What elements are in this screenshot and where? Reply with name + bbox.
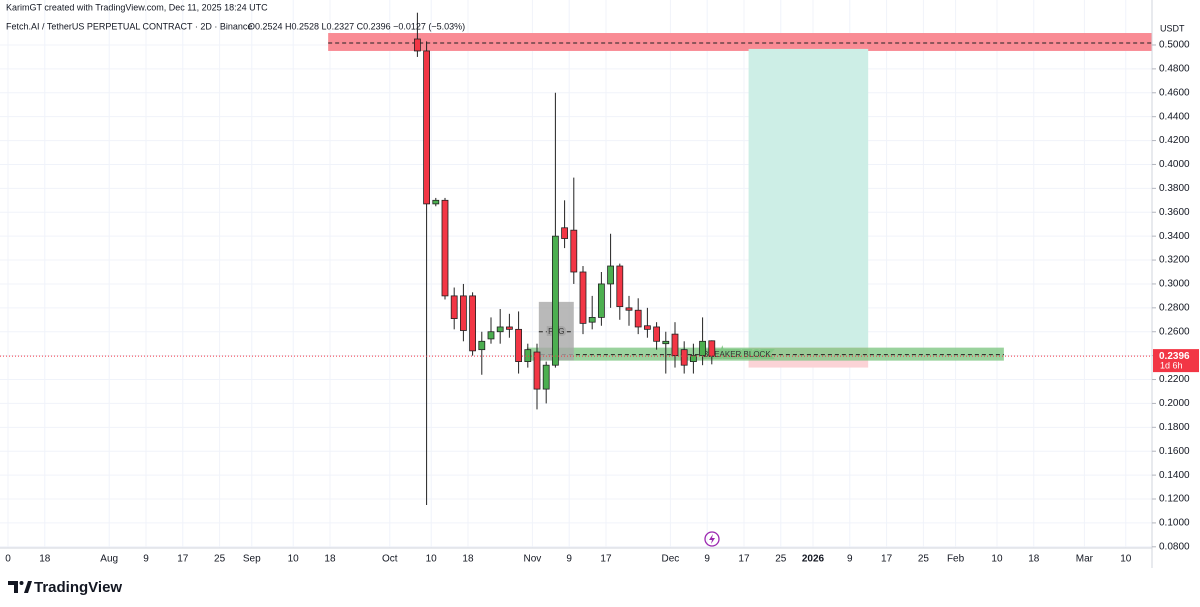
candle-body [542,364,550,390]
zone [328,33,1152,51]
y-tick-label: 0.3600 [1159,207,1190,218]
x-tick-label: 18 [39,554,51,565]
x-tick-label: Feb [947,554,965,565]
candle-body [441,199,449,297]
zone [748,48,869,348]
y-tick-label: 0.4800 [1159,64,1190,75]
y-tick-label: 0.1200 [1159,494,1190,505]
zone [526,347,1004,361]
currency: USDT [1160,23,1185,33]
candle-body [487,331,495,340]
candle-body [533,351,541,390]
candle-body [634,309,642,328]
candle-body [671,333,679,357]
candle-body [680,349,688,366]
candle-body [616,265,624,308]
y-tick-label: 0.0800 [1159,541,1190,552]
lightning-icon[interactable] [704,531,720,547]
y-tick-label: 0.4200 [1159,135,1190,146]
y-tick-label: 0.2600 [1159,326,1190,337]
candle-body [423,50,430,205]
x-tick-label: 0 [5,554,11,565]
brand-logo [8,581,32,593]
y-tick-label: 0.1600 [1159,446,1190,457]
x-tick-label: Sep [243,554,261,565]
x-tick-label: 18 [1028,554,1040,565]
last-price-box [1153,349,1199,373]
zone-label: BREAKER BLOCK [703,350,771,359]
candle-body [588,316,596,323]
x-tick-label: 25 [775,554,787,565]
candle-body [662,340,670,345]
axes: 0.0800 0.1000 0.1200 0.1400 0.1600 0.1800 0.20… [0,40,1199,565]
candle-body [496,326,504,333]
y-tick-label: 0.4400 [1159,111,1190,122]
x-tick-label: 17 [177,554,189,565]
y-tick-label: 0.4600 [1159,87,1190,98]
y-tick-label: 0.1800 [1159,422,1190,433]
y-tick-label: 0.2000 [1159,398,1190,409]
candle-body [699,340,706,357]
y-tick-label: 0.3000 [1159,279,1190,290]
candle-body [450,295,458,319]
x-tick-label: Nov [523,554,541,565]
x-tick-label: 17 [738,554,750,565]
y-tick-label: 0.4000 [1159,159,1190,170]
candle-body [432,199,440,205]
x-tick-label: 17 [881,554,893,565]
candle-body [653,326,660,342]
zones: BREAKER BLOCKFVG [328,33,1152,368]
y-tick-label: 0.1400 [1159,470,1190,481]
candle-body [570,229,578,273]
candle-body [459,295,467,331]
x-tick-label: 17 [600,554,612,565]
candle-body [625,307,633,311]
x-tick-label: 9 [704,554,710,565]
x-tick-label: 9 [566,554,572,565]
x-tick-label: Mar [1076,554,1094,565]
x-tick-label: 2026 [802,554,825,565]
brand: TradingView [34,579,122,596]
x-tick-label: Dec [661,554,679,565]
ohlc: O0.2524 H0.2528 L0.2327 C0.2396 −0.0127 … [248,21,465,31]
candle-body [579,271,587,324]
chart-title: Fetch.AI / TetherUS PERPETUAL CONTRACT ·… [6,21,252,31]
y-tick-label: 0.3400 [1159,231,1190,242]
x-tick-label: Oct [382,554,398,565]
x-tick-label: 10 [426,554,438,565]
x-tick-label: 25 [214,554,226,565]
credit: KarimGT created with TradingView.com, De… [6,2,268,12]
x-tick-label: 10 [991,554,1003,565]
x-tick-label: 25 [918,554,930,565]
candle-body [561,227,568,239]
candle-body [413,38,421,52]
x-tick-label: 9 [847,554,853,565]
candle-body [551,235,559,366]
candle-body [597,283,605,318]
candles [413,12,716,505]
candle-body [607,265,614,285]
y-tick-label: 0.3200 [1159,255,1190,266]
x-tick-label: 10 [1120,554,1132,565]
y-tick-label: 0.2200 [1159,374,1190,385]
y-tick-label: 0.5000 [1159,40,1190,51]
candle-body [505,326,513,330]
y-tick-label: 0.1000 [1159,518,1190,529]
x-tick-label: Aug [100,554,118,565]
candle-body [708,340,716,357]
candle-body [643,325,651,330]
x-tick-label: 18 [324,554,336,565]
x-tick-label: 18 [462,554,474,565]
x-tick-label: 9 [143,554,149,565]
y-tick-label: 0.3800 [1159,183,1190,194]
countdown: 1d 6h [1160,360,1183,370]
candle-body [469,295,476,352]
candle-body [478,340,486,351]
y-tick-label: 0.2800 [1159,302,1190,313]
candle-body [524,349,532,363]
x-tick-label: 10 [288,554,300,565]
last-price-label: 0.2396 [1159,351,1190,362]
candle-body [515,328,522,363]
